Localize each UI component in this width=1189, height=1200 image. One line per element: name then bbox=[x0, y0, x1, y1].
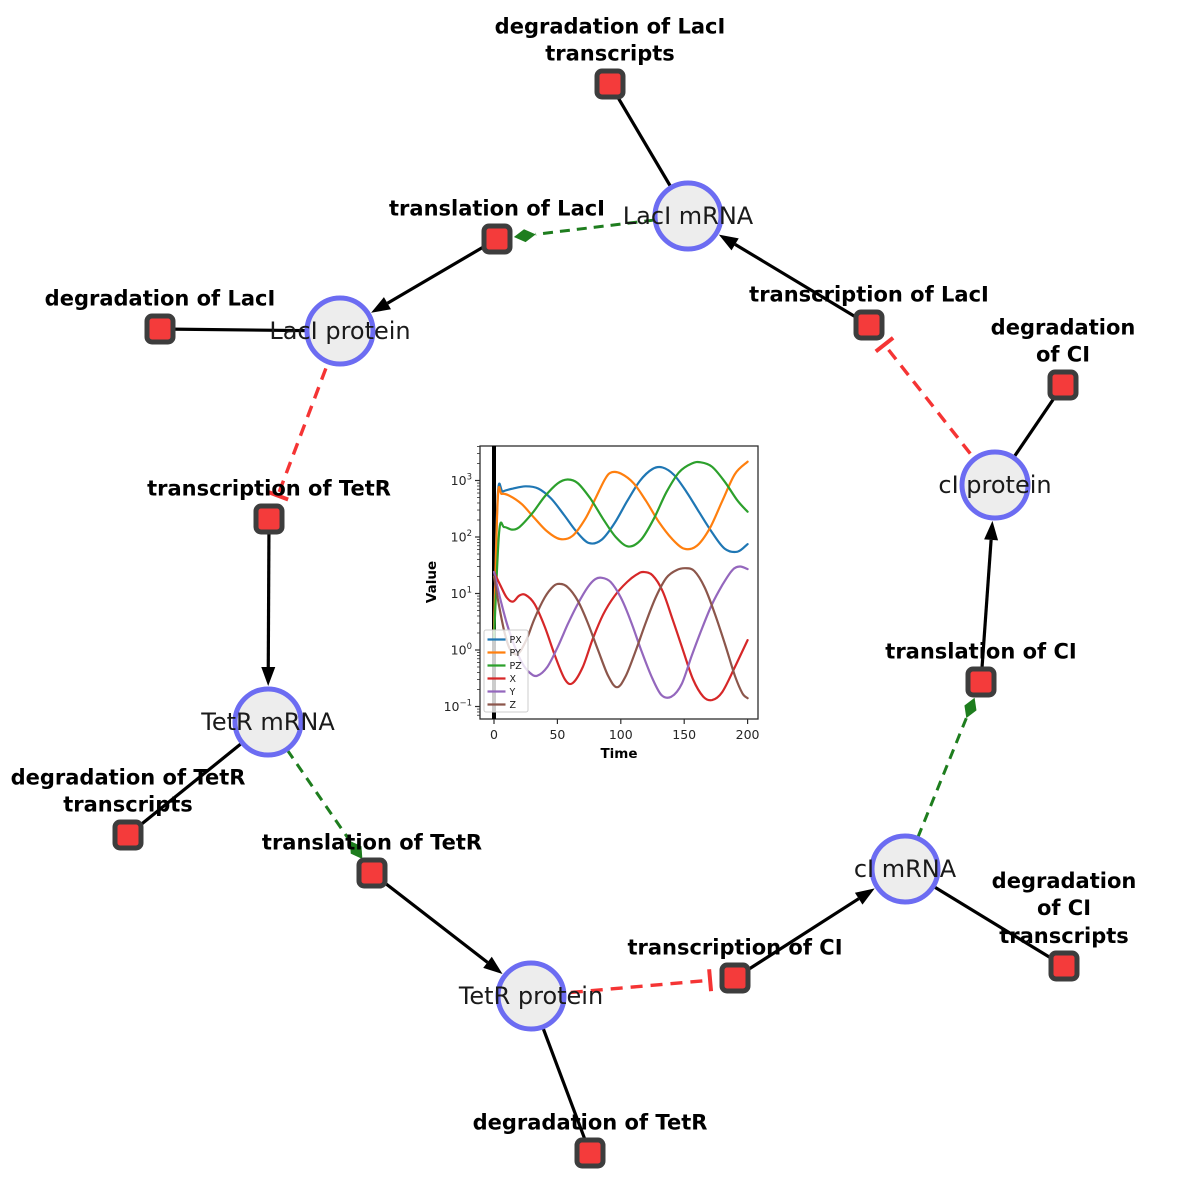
species-node-ci_mrna bbox=[869, 833, 941, 905]
catalysis-diamond-icon bbox=[513, 229, 536, 243]
reaction-node-deg_ci_tx bbox=[1048, 950, 1080, 982]
reaction-node-txn_tetr bbox=[253, 503, 285, 535]
x-tick-label: 150 bbox=[672, 727, 696, 742]
production-line bbox=[734, 243, 870, 327]
production-line bbox=[979, 539, 993, 683]
species-node-laci_protein bbox=[304, 295, 376, 367]
plot-legend: PX PY PZ XYZ bbox=[483, 629, 529, 713]
catalysis-diamond-icon bbox=[349, 840, 363, 859]
arrowhead-icon bbox=[483, 956, 503, 974]
edge-txn_laci-laci_mrna bbox=[718, 234, 870, 327]
species-node-tetr_mrna bbox=[232, 686, 304, 758]
species-node-tetr_protein bbox=[495, 960, 567, 1032]
legend-label-Y: Y bbox=[509, 687, 516, 698]
reaction-node-deg_laci bbox=[144, 313, 176, 345]
production-line bbox=[266, 518, 271, 668]
edges-layer bbox=[126, 83, 1065, 1154]
production-line bbox=[386, 237, 498, 305]
reaction-node-transl_tetr bbox=[356, 857, 388, 889]
edge-txn_ci-ci_mrna bbox=[734, 888, 875, 980]
reaction-node-deg_tetr_tx bbox=[112, 819, 144, 851]
inhibitor-tbar-icon bbox=[266, 489, 289, 502]
series-line-PY bbox=[492, 460, 749, 635]
y-tick-label: 10−1 bbox=[444, 699, 472, 715]
legend-label-X: X bbox=[510, 674, 517, 685]
x-tick-label: 0 bbox=[490, 727, 498, 742]
reaction-node-txn_ci bbox=[719, 962, 751, 994]
species-node-ci_protein bbox=[959, 449, 1031, 521]
edge-ci_mrna-transl_ci bbox=[903, 697, 977, 870]
x-tick-label: 100 bbox=[609, 727, 633, 742]
arrowhead-icon bbox=[371, 297, 391, 313]
x-tick-label: 200 bbox=[736, 727, 760, 742]
series-line-X bbox=[492, 570, 749, 702]
production-line bbox=[734, 897, 860, 980]
reaction-node-transl_ci bbox=[965, 666, 997, 698]
series-line-PX bbox=[492, 465, 749, 635]
arrowhead-icon bbox=[984, 520, 999, 541]
legend-label-Z: Z bbox=[510, 700, 517, 711]
series-line-PZ bbox=[492, 460, 749, 642]
reaction-node-txn_laci bbox=[853, 309, 885, 341]
inhibitor-tbar-icon bbox=[874, 336, 895, 354]
legend-label-PX: PX bbox=[510, 635, 523, 646]
y-tick-label: 101 bbox=[451, 586, 472, 602]
x-tick-label: 50 bbox=[549, 727, 565, 742]
reaction-node-deg_laci_tx bbox=[594, 68, 626, 100]
edge-transl_laci-laci_protein bbox=[371, 237, 498, 313]
catalysis-diamond-icon bbox=[964, 697, 977, 719]
edge-txn_tetr-tetr_mrna bbox=[261, 518, 276, 687]
y-tick-label: 100 bbox=[451, 642, 472, 658]
x-axis-title: Time bbox=[600, 746, 637, 762]
legend-label-PZ: PZ bbox=[510, 661, 523, 672]
inhibitor-tbar-icon bbox=[707, 969, 714, 992]
legend-label-PY: PY bbox=[510, 648, 522, 659]
edge-transl_tetr-tetr_protein bbox=[371, 871, 503, 974]
production-line bbox=[371, 871, 489, 964]
reaction-node-deg_tetr bbox=[574, 1137, 606, 1169]
arrowhead-icon bbox=[854, 888, 875, 905]
arrowhead-icon bbox=[261, 666, 276, 687]
nodes-layer bbox=[112, 68, 1080, 1169]
reaction-node-deg_ci bbox=[1047, 369, 1079, 401]
y-tick-label: 102 bbox=[451, 529, 472, 545]
reaction-node-transl_laci bbox=[481, 223, 513, 255]
species-node-laci_mrna bbox=[652, 180, 724, 252]
y-axis-title: Value bbox=[424, 561, 440, 603]
edge-transl_ci-ci_protein bbox=[979, 520, 999, 683]
y-tick-label: 103 bbox=[451, 473, 472, 489]
arrowhead-icon bbox=[718, 234, 739, 251]
